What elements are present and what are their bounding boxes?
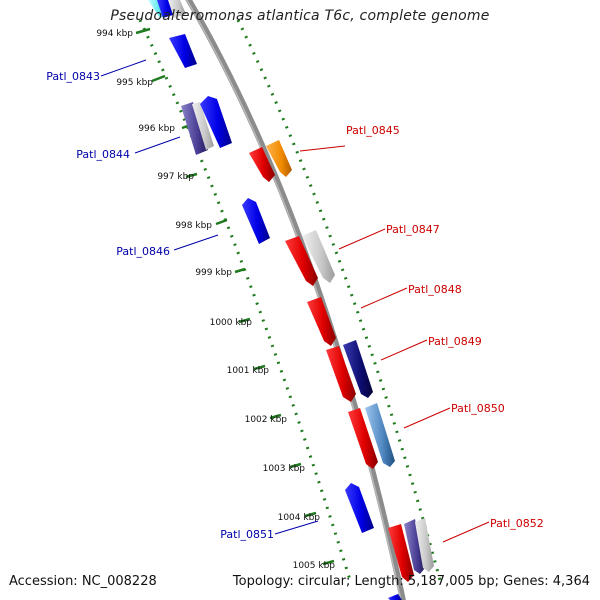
gene-feature-patl-0850-b — [365, 403, 395, 467]
leader-line-patl-0846 — [173, 234, 219, 251]
label-leaders — [100, 59, 490, 543]
scale-tick — [215, 218, 228, 226]
scale-tick-label: 1001 kbp — [227, 366, 270, 376]
leader-line-patl-0849 — [380, 339, 428, 361]
gene-feature-patl-0845-b — [266, 140, 292, 177]
gene-feature-patl-0847-b — [302, 230, 335, 283]
scale-tick-label: 999 kbp — [195, 268, 232, 278]
scale-tick — [135, 27, 151, 35]
leader-line-patl-0851 — [274, 520, 319, 535]
outer-tick-ring — [236, 19, 442, 581]
gene-label-patl-0845: Patl_0845 — [346, 124, 400, 137]
accession-text: Accession: NC_008228 — [9, 574, 157, 589]
scale-tick — [322, 559, 335, 566]
gene-feature-top-gray — [168, 0, 186, 18]
scale-tick — [269, 413, 282, 420]
scale-tick-label: 995 kbp — [116, 78, 153, 88]
scale-tick — [234, 267, 246, 274]
scale-tick — [238, 317, 251, 324]
scale-tick-label: 994 kbp — [96, 29, 133, 39]
scale-tick-label: 997 kbp — [157, 172, 194, 182]
genome-summary-text: Topology: circular; Length: 5,187,005 bp… — [232, 574, 590, 589]
gene-label-patl-0852: Patl_0852 — [490, 517, 544, 530]
gene-label-patl-0850: Patl_0850 — [451, 402, 505, 415]
gene-label-patl-0851: Patl_0851 — [220, 528, 274, 541]
gene-label-patl-0844: Patl_0844 — [76, 148, 130, 161]
gene-feature-patl-0849-b — [343, 340, 373, 398]
gene-feature-bottom-blue — [388, 594, 402, 600]
leader-line-patl-0847 — [338, 228, 386, 250]
inner-tick-ring — [138, 19, 352, 581]
leader-line-patl-0845 — [299, 145, 346, 152]
genome-title: Pseudoalteromonas atlantica T6c, complet… — [110, 8, 490, 24]
tick-labels: 994 kbp 995 kbp 996 kbp 997 kbp 998 kbp 999 k… — [96, 29, 335, 571]
scale-tick — [151, 74, 166, 83]
gene-label-patl-0848: Patl_0848 — [408, 283, 462, 296]
gene-feature-patl-0852-c — [415, 518, 434, 572]
gene-feature-patl-0843 — [169, 34, 197, 68]
leader-line-patl-0843 — [100, 59, 147, 77]
gene-label-patl-0849: Patl_0849 — [428, 335, 482, 348]
gene-feature-patl-0845-a — [249, 147, 275, 182]
gene-feature-patl-0848 — [307, 297, 336, 346]
leader-line-patl-0850 — [403, 407, 451, 429]
scale-tick-label: 1003 kbp — [263, 464, 306, 474]
scale-tick-label: 1004 kbp — [278, 513, 321, 523]
scale-tick — [304, 511, 317, 518]
tick-marks — [135, 27, 335, 566]
gene-label-patl-0846: Patl_0846 — [116, 245, 170, 258]
scale-tick — [253, 364, 266, 371]
scale-tick — [289, 462, 302, 469]
gene-feature-patl-0844-a — [181, 102, 208, 155]
scale-tick — [185, 172, 198, 179]
gene-feature-patl-0847-a — [285, 236, 318, 286]
leader-line-patl-0844 — [134, 136, 181, 154]
gene-feature-patl-0852-b — [404, 519, 425, 574]
gene-feature-patl-0852-a — [388, 524, 414, 582]
gene-feature-patl-0846 — [242, 198, 270, 244]
backbone-highlight — [185, 0, 402, 600]
scale-tick-label: 998 kbp — [175, 221, 212, 231]
leader-line-patl-0852 — [442, 521, 490, 543]
gene-feature-patl-0844-c — [200, 96, 232, 148]
backbone — [185, 0, 406, 600]
gene-feature-patl-0844-b — [192, 102, 214, 150]
gene-feature-patl-0851 — [345, 483, 374, 533]
gene-label-patl-0847: Patl_0847 — [386, 223, 440, 236]
scale-tick-label: 1000 kbp — [210, 318, 253, 328]
scale-tick-label: 996 kbp — [138, 124, 175, 134]
scale-tick-label: 1002 kbp — [245, 415, 288, 425]
gene-labels: Patl_0845 Patl_0847 Patl_0848 Patl_0849 Patl… — [46, 70, 544, 541]
gene-label-patl-0843: Patl_0843 — [46, 70, 100, 83]
gene-feature-patl-0850-a — [348, 408, 378, 469]
scale-tick-label: 1005 kbp — [293, 561, 336, 571]
gene-feature-patl-0849-a — [326, 346, 356, 402]
leader-line-patl-0848 — [360, 287, 408, 309]
